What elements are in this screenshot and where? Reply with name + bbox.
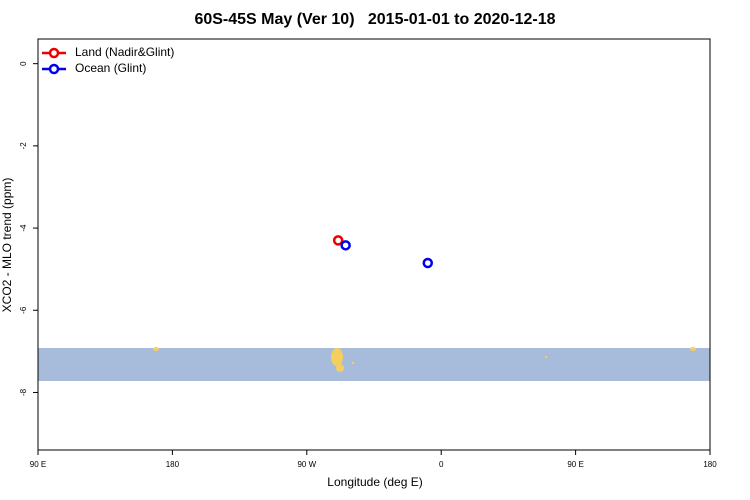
x-tick-label: 90 E bbox=[30, 460, 46, 469]
y-tick-label: -6 bbox=[19, 306, 28, 314]
land-patch bbox=[690, 347, 696, 351]
land-patch bbox=[351, 361, 355, 365]
map-strip bbox=[38, 347, 710, 381]
y-tick-label: -2 bbox=[19, 142, 28, 150]
x-tick-label: 180 bbox=[703, 460, 717, 469]
x-tick-label: 90 W bbox=[297, 460, 316, 469]
chart-title: 60S-45S May (Ver 10) 2015-01-01 to 2020-… bbox=[194, 11, 555, 28]
legend-label: Land (Nadir&Glint) bbox=[75, 45, 174, 59]
x-tick-label: 0 bbox=[439, 460, 444, 469]
point bbox=[340, 240, 351, 251]
legend-label: Ocean (Glint) bbox=[75, 61, 146, 75]
x-tick-label: 90 E bbox=[567, 460, 583, 469]
land-patch bbox=[544, 355, 548, 359]
y-axis-label: XCO2 - MLO trend (ppm) bbox=[0, 178, 14, 313]
legend-marker bbox=[48, 63, 60, 75]
land-patch bbox=[153, 347, 159, 351]
y-tick-label: 0 bbox=[19, 61, 28, 66]
x-tick-label: 180 bbox=[166, 460, 180, 469]
point bbox=[422, 257, 434, 269]
plot-frame bbox=[37, 38, 711, 451]
y-tick-label: -8 bbox=[19, 388, 28, 396]
land-patch bbox=[331, 348, 343, 366]
legend-marker bbox=[48, 47, 60, 59]
y-tick-label: -4 bbox=[19, 224, 28, 232]
land-patch bbox=[336, 364, 344, 372]
ocean-band bbox=[38, 348, 710, 381]
point bbox=[332, 235, 344, 246]
x-axis-label: Longitude (deg E) bbox=[327, 475, 422, 489]
